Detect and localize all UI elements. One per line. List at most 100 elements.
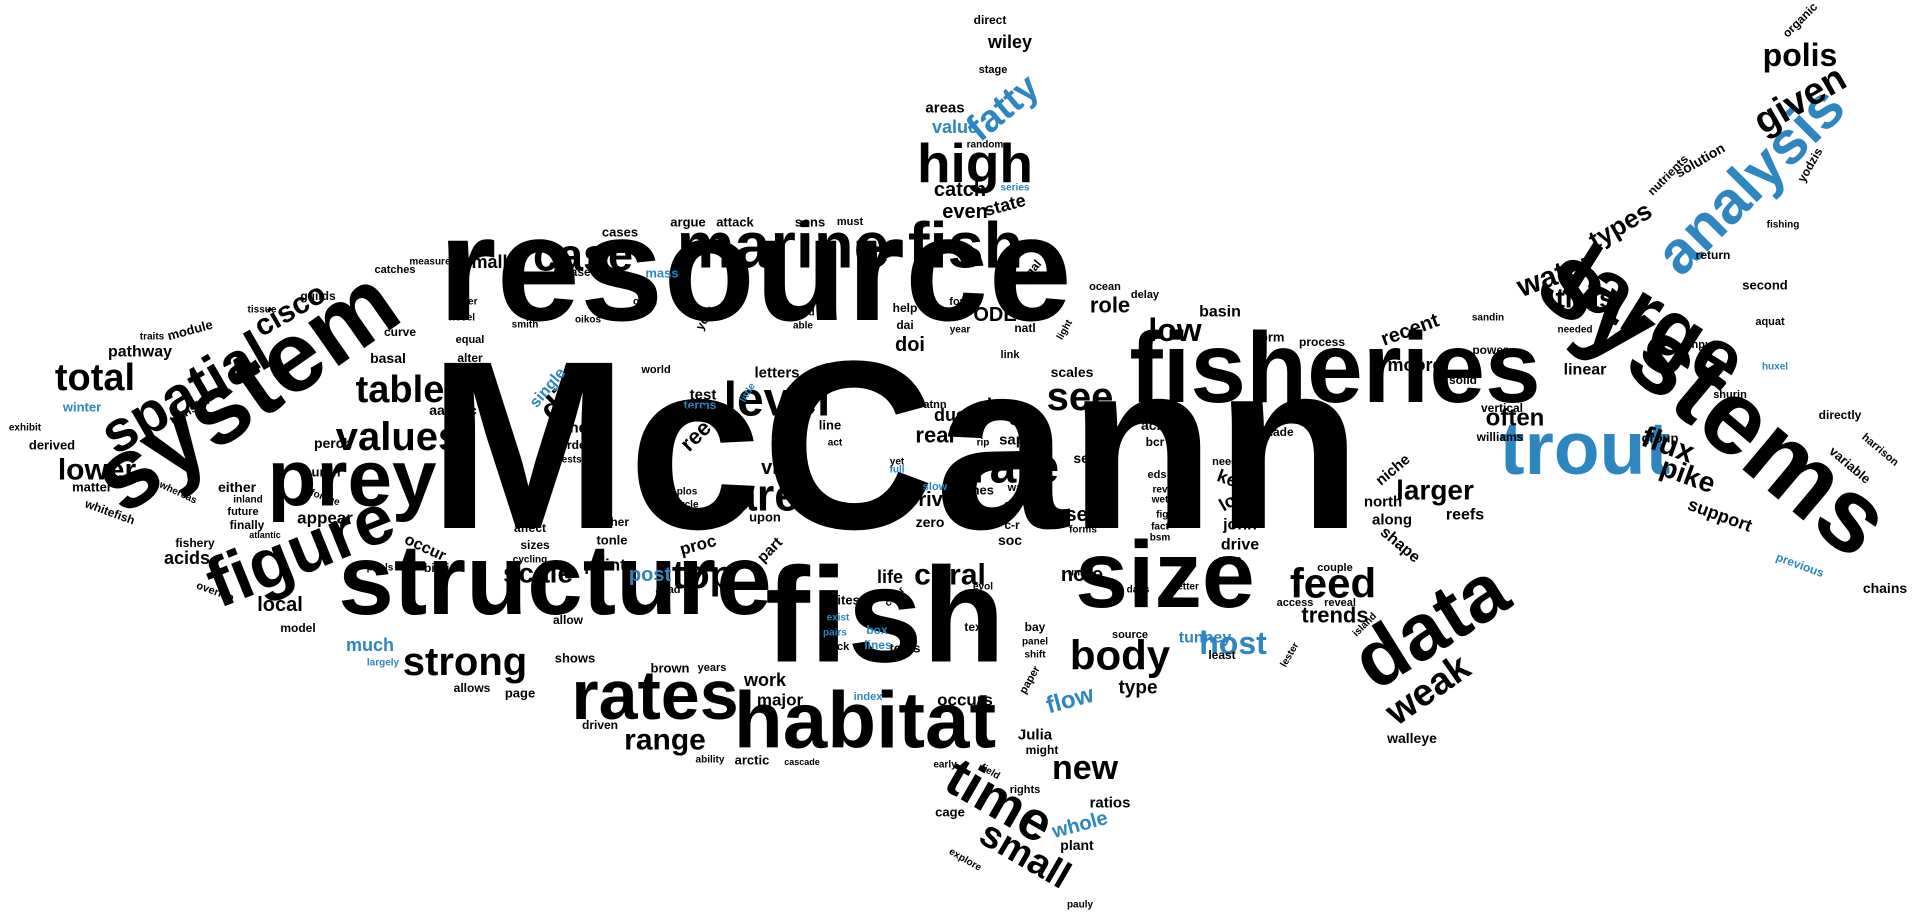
word-c-r: c-r xyxy=(1004,518,1020,532)
word-matter: matter xyxy=(72,480,112,495)
word-fisheries: fisheries xyxy=(1129,312,1540,424)
word-slow: slow xyxy=(923,481,948,493)
word-tissue: tissue xyxy=(248,305,277,316)
word-letters: letters xyxy=(754,365,799,382)
word-ode: ODE xyxy=(973,304,1016,326)
word-fixed: fixed xyxy=(791,308,814,319)
word-catches: catches xyxy=(375,264,416,276)
word-pca: pca xyxy=(893,488,911,499)
word-arctic: arctic xyxy=(735,753,770,768)
word-via: via xyxy=(761,457,790,479)
word-pool: pool xyxy=(680,403,705,417)
word-acad: acad xyxy=(655,584,680,596)
word-white: white xyxy=(676,513,703,524)
word-doi: doi xyxy=(895,334,925,356)
word-pauly: pauly xyxy=(1067,900,1094,911)
word-need: need xyxy=(1212,456,1238,468)
word-finally: finally xyxy=(230,518,265,532)
word-new: new xyxy=(1052,749,1119,787)
word-derived: derived xyxy=(29,438,75,453)
word-sap: sap xyxy=(999,432,1025,449)
word-fishing: fishing xyxy=(1767,220,1800,231)
word-huron: huron xyxy=(304,465,341,480)
word-major: major xyxy=(757,691,804,710)
word-random: random xyxy=(967,140,1004,151)
word-case: case xyxy=(533,230,633,281)
word-appear: appear xyxy=(297,509,353,528)
word-access: access xyxy=(1277,597,1314,609)
word-table: table xyxy=(356,369,445,411)
word-sandin: sandin xyxy=(1472,313,1504,324)
word-affect: affect xyxy=(514,521,546,535)
word-early: early xyxy=(933,760,957,771)
word-smaller: smaller xyxy=(461,252,524,272)
word-huxel: huxel xyxy=(1762,362,1788,373)
word-pathway: pathway xyxy=(108,344,172,361)
word-oikos: oikos xyxy=(575,315,602,326)
word-atlantic: atlantic xyxy=(249,530,281,540)
word-ability: ability xyxy=(696,755,725,766)
word-soil: soil xyxy=(1176,450,1195,462)
word-wiley: wiley xyxy=(987,32,1032,52)
word-north: north xyxy=(1364,494,1402,511)
word-scale: scale xyxy=(503,558,573,589)
word-sizes: sizes xyxy=(520,538,550,552)
word-zero: zero xyxy=(916,514,945,530)
word-real: real xyxy=(915,423,954,448)
word-rip: rip xyxy=(977,438,990,449)
word-set: set xyxy=(1066,504,1095,526)
word-allow: allow xyxy=(553,613,584,627)
word-plos: plos xyxy=(677,487,698,498)
word-lines: lines xyxy=(864,638,892,652)
word-shurin: shurin xyxy=(1713,389,1747,401)
word-box: box xyxy=(866,623,888,637)
word-future: future xyxy=(227,506,258,518)
word-shape: shape xyxy=(1377,524,1423,567)
word-world: world xyxy=(640,364,670,376)
word-point: point xyxy=(584,556,626,575)
word-alter: alter xyxy=(457,351,483,365)
word-much: much xyxy=(346,635,394,655)
word-plant: plant xyxy=(1060,837,1094,853)
word-process: process xyxy=(1299,335,1345,349)
word-order: order xyxy=(560,438,591,452)
word-river: river xyxy=(918,489,962,511)
word-winter: winter xyxy=(62,400,101,415)
word-test: test xyxy=(690,387,717,404)
word-link: link xyxy=(1001,349,1021,361)
word-work: work xyxy=(743,670,787,690)
word-strong: strong xyxy=(403,640,527,684)
word-coral: coral xyxy=(914,559,986,592)
word-perch: perch xyxy=(314,435,352,451)
word-rates: rates xyxy=(571,656,738,734)
word-linear: linear xyxy=(1564,362,1607,379)
word-attack: attack xyxy=(716,215,754,230)
word-made: made xyxy=(1262,425,1294,439)
word-fish: fish xyxy=(765,540,1005,691)
word-trends: trends xyxy=(1301,603,1368,628)
word-mccann: McCann xyxy=(428,311,1361,579)
word-tonle: tonle xyxy=(596,533,627,548)
word-upon: upon xyxy=(749,510,781,525)
word-chains: chains xyxy=(1863,580,1908,596)
word-values: values xyxy=(336,415,461,459)
word-click: click xyxy=(825,641,850,653)
word-delay: delay xyxy=(1131,289,1160,301)
word-equal: equal xyxy=(456,334,485,346)
word-model: model xyxy=(280,621,315,635)
word-line: line xyxy=(819,418,841,433)
word-shift: shift xyxy=(1024,650,1046,661)
word-larger: larger xyxy=(1396,475,1474,506)
word-argue: argue xyxy=(670,215,705,230)
word-holt: holt xyxy=(642,464,662,476)
word-body: body xyxy=(1070,632,1171,679)
word-evol: evol xyxy=(973,582,993,593)
word-marine-fish: marine fish xyxy=(677,209,1024,282)
word-tunney: tunney xyxy=(1179,630,1232,647)
word-prey: prey xyxy=(268,434,437,523)
word-basin: basin xyxy=(1199,304,1241,321)
word-act: act xyxy=(828,438,843,449)
word-tests: tests xyxy=(558,455,582,466)
word-occurs: occurs xyxy=(937,691,993,710)
word-note: note xyxy=(1061,564,1103,586)
